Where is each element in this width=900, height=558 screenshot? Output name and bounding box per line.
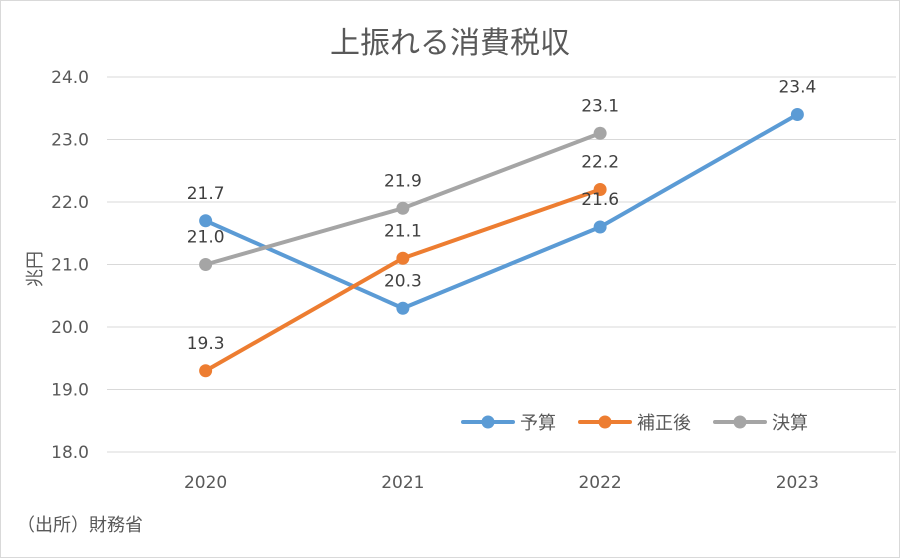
data-label: 21.1 — [384, 221, 422, 241]
y-tick-label: 22.0 — [51, 193, 89, 213]
legend-marker — [598, 415, 612, 429]
data-point — [199, 258, 213, 271]
data-label: 21.7 — [187, 184, 225, 204]
legend-label: 補正後 — [637, 413, 691, 434]
x-axis-ticks: 2020 2021 2022 2023 — [184, 473, 819, 493]
data-label: 20.3 — [384, 271, 422, 291]
data-label: 21.9 — [384, 171, 422, 191]
gridlines — [107, 76, 896, 453]
data-point — [790, 108, 804, 121]
y-axis-ticks: 18.0 19.0 20.0 21.0 22.0 23.0 24.0 — [51, 68, 89, 463]
x-tick-label: 2021 — [381, 473, 424, 493]
data-label: 23.4 — [778, 78, 816, 98]
series-group — [199, 108, 804, 378]
data-label: 22.2 — [581, 153, 619, 173]
legend: 予算 補正後 決算 — [461, 413, 808, 434]
legend-marker — [481, 415, 495, 429]
data-labels: 21.7 20.3 21.6 23.4 19.3 21.1 22.2 21.0 21.9 23.1 — [187, 78, 817, 354]
y-tick-label: 23.0 — [51, 131, 89, 151]
data-label: 19.3 — [187, 334, 225, 354]
data-point — [396, 201, 410, 215]
data-point — [593, 126, 607, 140]
data-point — [199, 214, 213, 228]
data-point — [593, 183, 607, 196]
data-label: 21.0 — [187, 228, 225, 248]
x-tick-label: 2023 — [776, 473, 819, 493]
source-note: （出所）財務省 — [17, 515, 143, 536]
series-line — [203, 112, 800, 311]
x-tick-label: 2022 — [578, 473, 621, 493]
y-tick-label: 19.0 — [51, 381, 89, 401]
data-point — [396, 251, 410, 265]
x-tick-label: 2020 — [184, 473, 227, 493]
y-tick-label: 20.0 — [51, 318, 89, 338]
y-tick-label: 18.0 — [51, 443, 89, 463]
legend-label: 決算 — [772, 413, 808, 434]
data-point — [199, 364, 213, 378]
legend-marker — [733, 415, 747, 429]
y-tick-label: 21.0 — [51, 256, 89, 276]
y-tick-label: 24.0 — [51, 68, 89, 88]
data-point — [396, 301, 410, 315]
data-label: 23.1 — [581, 96, 619, 116]
y-axis-label: 兆円 — [25, 251, 46, 287]
legend-label: 予算 — [520, 413, 556, 434]
chart-title: 上振れる消費税収 — [330, 26, 570, 61]
data-label: 21.6 — [581, 190, 619, 210]
data-point — [593, 220, 607, 234]
